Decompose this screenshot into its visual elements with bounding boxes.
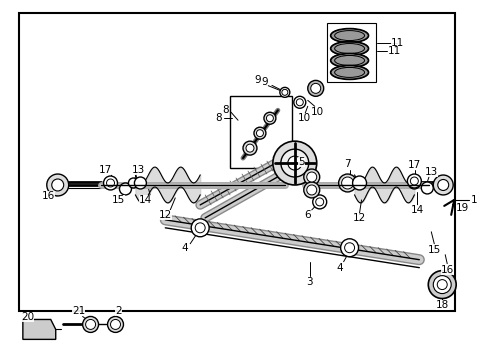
Text: 19: 19 <box>456 203 469 213</box>
Circle shape <box>344 243 355 253</box>
Bar <box>19 13 455 311</box>
Text: 15: 15 <box>428 245 441 255</box>
Text: 14: 14 <box>411 205 424 215</box>
Circle shape <box>308 80 324 96</box>
Text: 13: 13 <box>425 167 438 177</box>
Ellipse shape <box>331 41 368 55</box>
Circle shape <box>313 195 327 209</box>
Circle shape <box>407 174 421 188</box>
Circle shape <box>410 177 418 185</box>
Text: 17: 17 <box>99 165 112 175</box>
Circle shape <box>307 185 317 195</box>
Circle shape <box>103 176 118 190</box>
Text: 13: 13 <box>132 165 145 175</box>
Circle shape <box>304 169 319 185</box>
Circle shape <box>195 223 205 233</box>
Circle shape <box>282 89 288 95</box>
Circle shape <box>438 180 449 190</box>
Text: 2: 2 <box>115 306 122 316</box>
Circle shape <box>111 319 121 329</box>
Circle shape <box>86 319 96 329</box>
Text: 12: 12 <box>159 210 172 220</box>
Text: 4: 4 <box>336 263 343 273</box>
Circle shape <box>353 176 367 190</box>
Circle shape <box>254 127 266 139</box>
Circle shape <box>107 316 123 332</box>
Text: 11: 11 <box>388 45 401 55</box>
Circle shape <box>134 177 147 189</box>
Text: 9: 9 <box>262 77 268 87</box>
Ellipse shape <box>331 28 368 42</box>
Circle shape <box>288 156 302 170</box>
Text: 1: 1 <box>471 195 477 205</box>
Circle shape <box>304 182 319 198</box>
Bar <box>327 23 376 82</box>
Circle shape <box>316 198 324 206</box>
Text: 10: 10 <box>298 113 311 123</box>
Bar <box>230 96 292 168</box>
Text: 8: 8 <box>215 113 221 123</box>
Text: 10: 10 <box>311 107 324 117</box>
Circle shape <box>246 144 254 152</box>
Text: 14: 14 <box>139 195 152 205</box>
Circle shape <box>267 115 273 122</box>
Circle shape <box>433 175 453 195</box>
Text: 16: 16 <box>441 265 454 275</box>
Text: 9: 9 <box>255 75 261 85</box>
Circle shape <box>273 141 317 185</box>
Circle shape <box>437 280 447 289</box>
Circle shape <box>256 130 264 137</box>
Text: 17: 17 <box>408 160 421 170</box>
Text: 11: 11 <box>391 37 404 48</box>
Circle shape <box>433 276 451 293</box>
Ellipse shape <box>331 66 368 80</box>
Circle shape <box>296 99 303 106</box>
Text: 4: 4 <box>182 243 189 253</box>
Polygon shape <box>23 319 56 339</box>
Text: 20: 20 <box>21 312 34 323</box>
Circle shape <box>106 179 115 187</box>
Circle shape <box>307 172 317 182</box>
Text: 15: 15 <box>112 195 125 205</box>
Circle shape <box>280 87 290 97</box>
Circle shape <box>120 183 131 195</box>
Circle shape <box>191 219 209 237</box>
Text: 6: 6 <box>304 210 311 220</box>
Circle shape <box>281 149 309 177</box>
Text: 18: 18 <box>436 300 449 310</box>
Circle shape <box>341 239 359 257</box>
Text: 5: 5 <box>298 157 305 167</box>
Circle shape <box>52 179 64 191</box>
Circle shape <box>294 96 306 108</box>
Circle shape <box>243 141 257 155</box>
Circle shape <box>342 177 354 189</box>
Ellipse shape <box>331 54 368 67</box>
Circle shape <box>339 174 357 192</box>
Text: 16: 16 <box>42 191 55 201</box>
Circle shape <box>421 182 433 194</box>
Circle shape <box>128 178 138 188</box>
Text: 21: 21 <box>72 306 85 316</box>
Text: 7: 7 <box>344 159 351 169</box>
Text: 8: 8 <box>222 105 228 115</box>
Text: 3: 3 <box>306 276 313 287</box>
Text: 12: 12 <box>353 213 366 223</box>
Circle shape <box>311 84 321 93</box>
Circle shape <box>83 316 98 332</box>
Circle shape <box>47 174 69 196</box>
Circle shape <box>264 112 276 124</box>
Circle shape <box>428 271 456 298</box>
Circle shape <box>408 177 420 189</box>
